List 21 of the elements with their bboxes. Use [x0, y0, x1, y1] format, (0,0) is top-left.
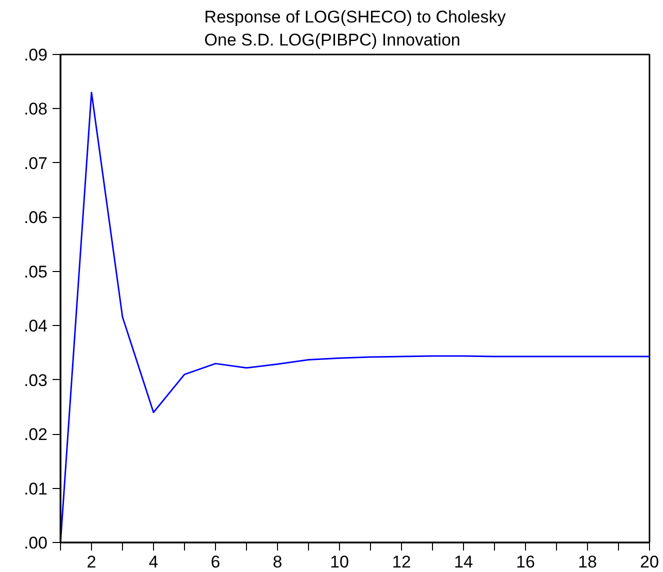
y-tick-label: .05 [24, 262, 48, 282]
y-tick-label: .01 [24, 479, 48, 498]
chart-title: Response of LOG(SHECO) to Cholesky One S.D. LOG(PIBPC) Innovation [204, 8, 506, 50]
y-tick-label: .04 [24, 316, 48, 336]
x-tick-label: 4 [148, 552, 158, 572]
y-tick-label: .03 [24, 370, 48, 390]
x-tick-label: 14 [454, 552, 473, 572]
y-tick-label: .07 [24, 154, 48, 173]
x-tick-label: 10 [330, 552, 349, 572]
y-tick-label: .00 [24, 534, 48, 552]
x-tick-label: 16 [516, 552, 535, 572]
x-tick-label: 2 [86, 552, 96, 572]
y-tick-label: .02 [24, 425, 48, 444]
x-tick-label: 20 [640, 552, 659, 572]
x-tick-label: 12 [392, 552, 411, 572]
y-tick-label: .08 [24, 100, 48, 119]
y-tick-label: .06 [24, 208, 48, 228]
y-tick-label: .09 [24, 46, 48, 64]
x-tick-label: 6 [210, 552, 220, 572]
x-tick-label: 18 [578, 552, 597, 572]
x-tick-label: 8 [272, 552, 282, 572]
